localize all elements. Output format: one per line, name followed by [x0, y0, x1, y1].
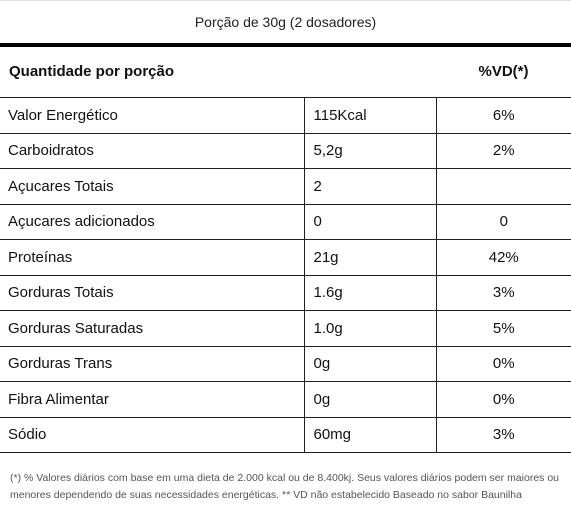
header-quantity-label: Quantidade por porção: [9, 63, 175, 80]
footnote: (*) % Valores diários com base em uma di…: [10, 472, 560, 501]
header-vd-label: %VD(*): [478, 63, 529, 80]
nutrient-name: Sódio: [0, 416, 305, 453]
table-row: Gorduras Totais 1.6g 3%: [0, 274, 571, 311]
nutrient-name: Proteínas: [0, 239, 305, 276]
nutrient-amount: 60mg: [303, 416, 437, 453]
nutrient-name: Valor Energético: [0, 97, 305, 134]
nutrient-vd: 0: [435, 203, 571, 240]
nutrient-amount: 2: [303, 168, 437, 205]
nutrient-vd: 0%: [435, 345, 571, 382]
nutrient-vd: 5%: [435, 310, 571, 347]
nutrient-name: Açucares Totais: [0, 168, 305, 205]
serving-size: Porção de 30g (2 dosadores): [194, 14, 377, 30]
table-row: Carboidratos 5,2g 2%: [0, 132, 571, 169]
nutrient-vd: [435, 168, 571, 205]
table-row: Gorduras Trans 0g 0%: [0, 345, 571, 382]
nutrient-amount: 1.6g: [303, 274, 437, 311]
nutrient-amount: 1.0g: [303, 310, 437, 347]
table-row: Gorduras Saturadas 1.0g 5%: [0, 310, 571, 347]
nutrient-vd: 3%: [435, 274, 571, 311]
nutrient-vd: 6%: [435, 97, 571, 134]
nutrient-amount: 0g: [303, 381, 437, 418]
nutrient-name: Gorduras Saturadas: [0, 310, 305, 347]
table-row: Açucares Totais 2: [0, 168, 571, 205]
nutrient-amount: 115Kcal: [303, 97, 437, 134]
nutrient-vd: 3%: [435, 416, 571, 453]
nutrient-amount: 0g: [303, 345, 437, 382]
nutrient-name: Gorduras Totais: [0, 274, 305, 311]
table-row: Fibra Alimentar 0g 0%: [0, 381, 571, 418]
table-row: Proteínas 21g 42%: [0, 239, 571, 276]
table-header: Quantidade por porção %VD(*): [0, 47, 571, 96]
nutrient-name: Açucares adicionados: [0, 203, 305, 240]
top-divider: [0, 0, 571, 1]
table-row: Valor Energético 115Kcal 6%: [0, 97, 571, 134]
nutrient-amount: 21g: [303, 239, 437, 276]
nutrient-name: Carboidratos: [0, 132, 305, 169]
table-row: Açucares adicionados 0 0: [0, 203, 571, 240]
nutrient-vd: 2%: [435, 132, 571, 169]
nutrition-table: Valor Energético 115Kcal 6% Carboidratos…: [0, 97, 571, 453]
thick-divider: [0, 43, 571, 47]
nutrient-name: Fibra Alimentar: [0, 381, 305, 418]
table-row: Sódio 60mg 3%: [0, 416, 571, 453]
nutrient-vd: 0%: [435, 381, 571, 418]
nutrient-name: Gorduras Trans: [0, 345, 305, 382]
nutrient-amount: 5,2g: [303, 132, 437, 169]
nutrient-amount: 0: [303, 203, 437, 240]
nutrient-vd: 42%: [435, 239, 571, 276]
